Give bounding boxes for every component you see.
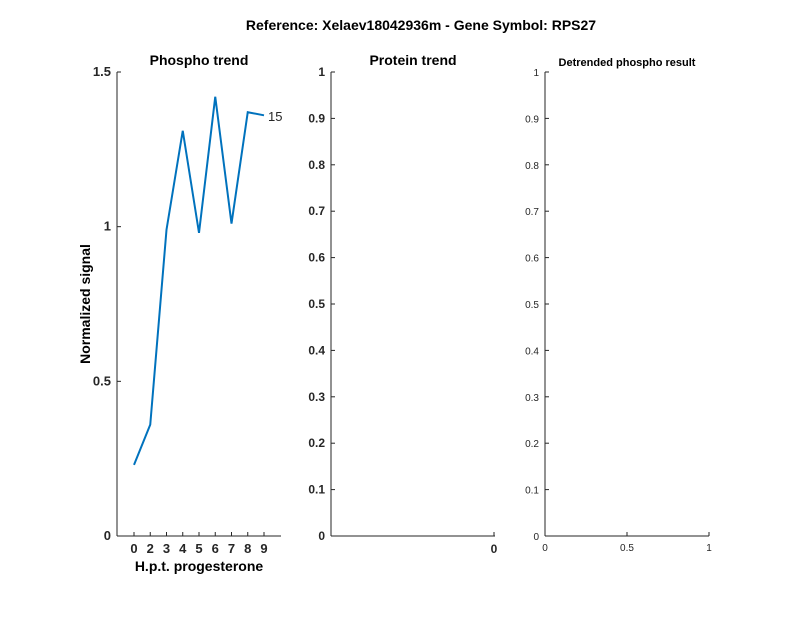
phospho-y-ticks: 0 0.5 1 1.5 xyxy=(93,64,121,543)
phospho-x-tick-label: 7 xyxy=(228,541,235,556)
detrended-y-tick-label: 0.4 xyxy=(525,346,539,357)
detrended-x-ticks: 0 0.5 1 xyxy=(542,532,712,554)
phospho-x-tick-label: 4 xyxy=(179,541,187,556)
protein-y-tick-label: 0.6 xyxy=(308,251,325,265)
protein-y-tick-label: 1 xyxy=(318,65,325,79)
phospho-x-tick-label: 6 xyxy=(212,541,219,556)
protein-y-tick-label: 0.5 xyxy=(308,297,325,311)
detrended-y-tick-label: 0.8 xyxy=(525,161,539,172)
phospho-y-tick-label: 1 xyxy=(104,219,111,234)
detrended-y-tick-label: 0.5 xyxy=(525,300,539,311)
phospho-y-tick-label: 0 xyxy=(104,528,111,543)
phospho-y-tick-label: 0.5 xyxy=(93,373,111,388)
phospho-xlabel: H.p.t. progesterone xyxy=(135,558,264,574)
detrended-y-tick-label: 0.6 xyxy=(525,254,539,265)
detrended-y-tick-label: 0.2 xyxy=(525,439,539,450)
protein-x-tick-label: 0 xyxy=(491,542,498,556)
protein-title: Protein trend xyxy=(369,52,456,68)
phospho-x-tick-label: 8 xyxy=(244,541,251,556)
detrended-x-tick-label: 1 xyxy=(706,543,712,554)
detrended-y-tick-label: 0.7 xyxy=(525,207,539,218)
protein-y-tick-label: 0.8 xyxy=(308,158,325,172)
detrended-y-tick-label: 0 xyxy=(533,532,539,543)
phospho-y-tick-label: 1.5 xyxy=(93,64,111,79)
phospho-title: Phospho trend xyxy=(150,52,249,68)
phospho-annotation: 15 xyxy=(268,109,282,124)
detrended-x-tick-label: 0 xyxy=(542,543,548,554)
panel-detrended-phospho: Detrended phospho result 0 0.1 0.2 0.3 0.4 0.… xyxy=(525,57,712,554)
phospho-series-line xyxy=(133,96,265,466)
protein-y-tick-label: 0.1 xyxy=(308,483,325,497)
phospho-x-tick-label: 9 xyxy=(260,541,267,556)
phospho-ylabel: Normalized signal xyxy=(77,244,93,364)
detrended-y-ticks: 0 0.1 0.2 0.3 0.4 0.5 0.6 0.7 0.8 0.9 1 xyxy=(525,68,549,543)
protein-y-tick-label: 0.3 xyxy=(308,390,325,404)
detrended-y-tick-label: 0.3 xyxy=(525,393,539,404)
detrended-x-tick-label: 0.5 xyxy=(620,543,634,554)
figure-suptitle: Reference: Xelaev18042936m - Gene Symbol… xyxy=(246,17,596,33)
detrended-title: Detrended phospho result xyxy=(559,57,696,69)
protein-y-tick-label: 0.4 xyxy=(308,343,325,357)
panel-protein-trend: Protein trend 00.10.20.30.40.50.60.70.80… xyxy=(308,52,497,556)
phospho-x-tick-label: 2 xyxy=(147,541,154,556)
detrended-y-tick-label: 0.1 xyxy=(525,486,539,497)
protein-y-tick-label: 0.2 xyxy=(308,436,325,450)
protein-y-tick-label: 0.9 xyxy=(308,111,325,125)
detrended-y-tick-label: 1 xyxy=(533,68,539,79)
protein-y-tick-label: 0.7 xyxy=(308,204,325,218)
protein-y-ticks: 0 0.1 0.2 0.3 0.4 0.5 0.6 0.7 0.8 0.9 1 xyxy=(308,65,335,543)
phospho-x-tick-label: 0 xyxy=(130,541,137,556)
phospho-x-tick-label: 3 xyxy=(163,541,170,556)
protein-y-tick-label: 0 xyxy=(318,529,325,543)
phospho-series xyxy=(133,96,265,466)
phospho-x-tick-label: 5 xyxy=(195,541,202,556)
detrended-y-tick-label: 0.9 xyxy=(525,114,539,125)
